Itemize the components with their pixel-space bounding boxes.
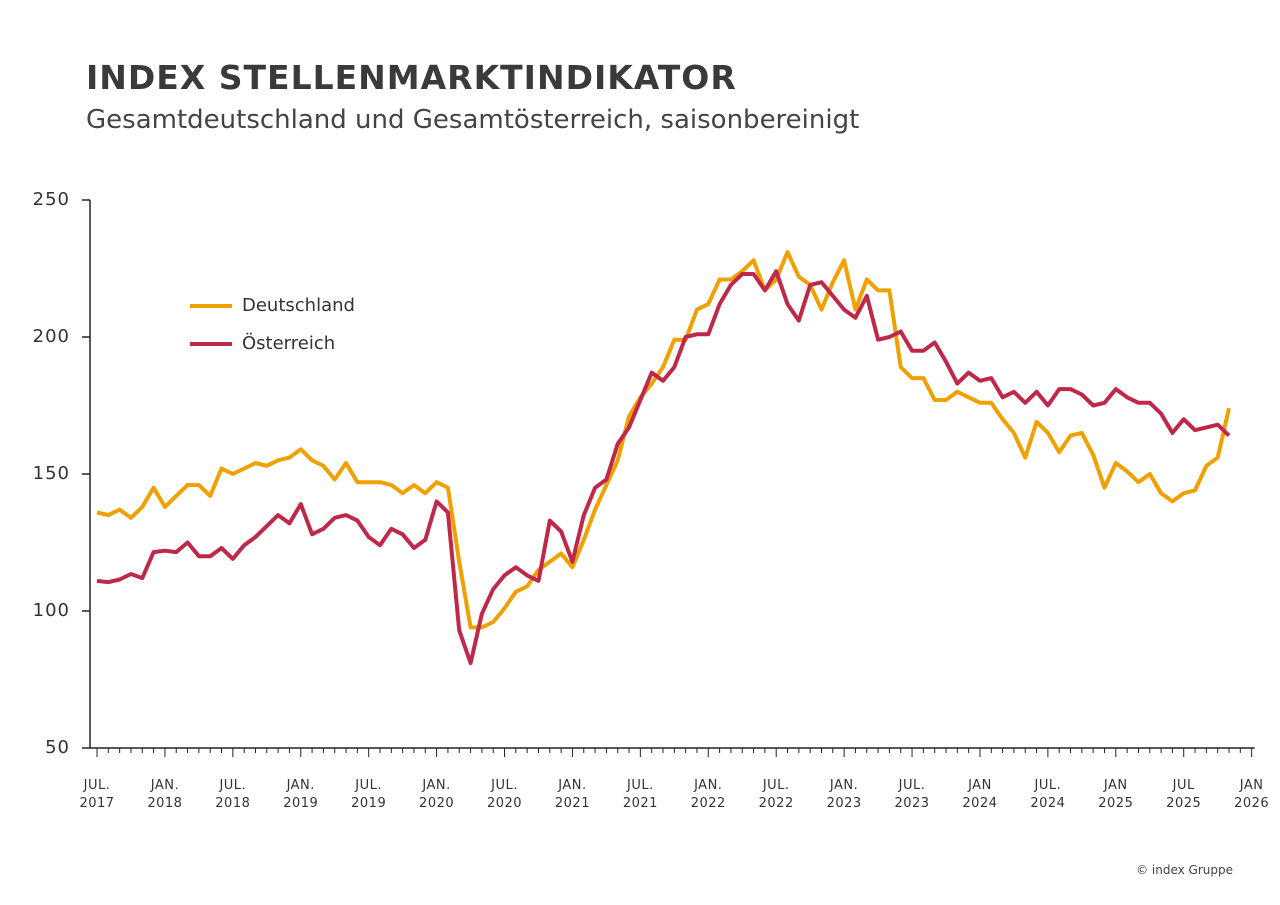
source-note: © index Gruppe xyxy=(1136,863,1233,877)
x-tick-label: JUL. 2019 xyxy=(351,778,387,811)
chart-subtitle: Gesamtdeutschland und Gesamtösterreich, … xyxy=(86,105,860,135)
x-tick-label: JAN. 2019 xyxy=(283,778,319,811)
x-tick-label: JAN. 2021 xyxy=(554,778,590,811)
x-tick-label: JAN 2026 xyxy=(1234,778,1270,811)
x-tick-label: JAN 2024 xyxy=(962,778,998,811)
legend-label: Deutschland xyxy=(242,295,355,316)
x-tick-label: JUL. 2024 xyxy=(1030,778,1066,811)
data-line xyxy=(96,250,1231,630)
x-tick-label: JAN 2025 xyxy=(1098,778,1134,811)
y-tick-label: 250 xyxy=(33,189,70,210)
x-tick-label: JAN. 2023 xyxy=(826,778,862,811)
chart-title: INDEX STELLENMARKTINDIKATOR xyxy=(86,58,737,97)
y-tick-label: 50 xyxy=(45,737,70,758)
x-tick-label: JAN. 2022 xyxy=(690,778,726,811)
x-tick-label: JUL. 2021 xyxy=(622,778,658,811)
y-tick-label: 100 xyxy=(33,600,70,621)
y-tick-label: 200 xyxy=(33,326,70,347)
legend-label: Österreich xyxy=(242,332,335,354)
x-tick-label: JAN. 2020 xyxy=(419,778,455,811)
x-tick-label: JUL. 2018 xyxy=(215,778,251,811)
x-tick-label: JUL. 2022 xyxy=(758,778,794,811)
x-tick-label: JUL 2025 xyxy=(1166,778,1202,811)
x-tick-label: JUL. 2023 xyxy=(894,778,930,811)
x-tick-label: JUL. 2017 xyxy=(79,778,115,811)
x-tick-label: JUL. 2020 xyxy=(486,778,523,811)
data-line xyxy=(96,269,1231,666)
x-tick-label: JAN. 2018 xyxy=(147,778,183,811)
y-tick-label: 150 xyxy=(33,463,70,484)
